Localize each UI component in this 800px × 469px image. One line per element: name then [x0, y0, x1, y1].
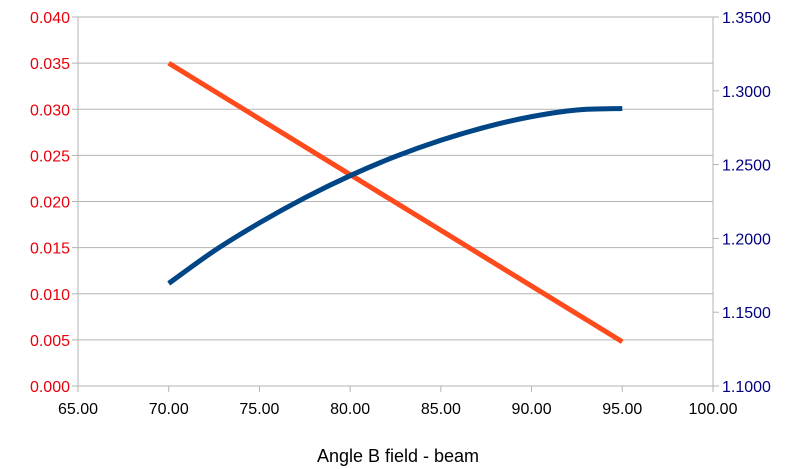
- left-y-axis-ticks: 0.000 0.005 0.010 0.015 0.020 0.025 0.030 0.035…: [30, 10, 70, 396]
- left-tick-label: 0.010: [30, 287, 70, 304]
- x-tick-label: 75.00: [239, 401, 279, 418]
- right-tick-label: 1.2000: [722, 231, 771, 248]
- series-line-left-axis: [167, 60, 624, 344]
- right-tick-label: 1.2500: [722, 158, 771, 175]
- left-tick-label: 0.025: [30, 148, 70, 165]
- x-tick-label: 95.00: [602, 401, 642, 418]
- x-axis-title: Angle B field - beam: [317, 446, 479, 466]
- x-tick-label: 70.00: [149, 401, 189, 418]
- right-tick-label: 1.1000: [722, 379, 771, 396]
- series-line-right-axis: [167, 106, 623, 286]
- x-tick-label: 80.00: [330, 401, 370, 418]
- x-tick-label: 65.00: [58, 401, 98, 418]
- left-tick-label: 0.030: [30, 102, 70, 119]
- left-tick-label: 0.005: [30, 333, 70, 350]
- series-lines: [167, 60, 624, 344]
- left-tick-label: 0.040: [30, 10, 70, 27]
- axes: [72, 16, 719, 392]
- x-axis-ticks: 65.00 70.00 75.00 80.00 85.00 90.00 95.00 100.0…: [58, 401, 738, 418]
- right-tick-label: 1.1500: [722, 305, 771, 322]
- left-tick-label: 0.015: [30, 241, 70, 258]
- x-tick-label: 90.00: [512, 401, 552, 418]
- left-tick-label: 0.020: [30, 195, 70, 212]
- right-tick-label: 1.3000: [722, 84, 771, 101]
- x-tick-label: 85.00: [421, 401, 461, 418]
- x-tick-label: 100.00: [689, 401, 738, 418]
- right-tick-label: 1.3500: [722, 10, 771, 27]
- left-tick-label: 0.000: [30, 379, 70, 396]
- right-y-axis-ticks: 1.1000 1.1500 1.2000 1.2500 1.3000 1.3500: [722, 10, 771, 396]
- left-tick-label: 0.035: [30, 56, 70, 73]
